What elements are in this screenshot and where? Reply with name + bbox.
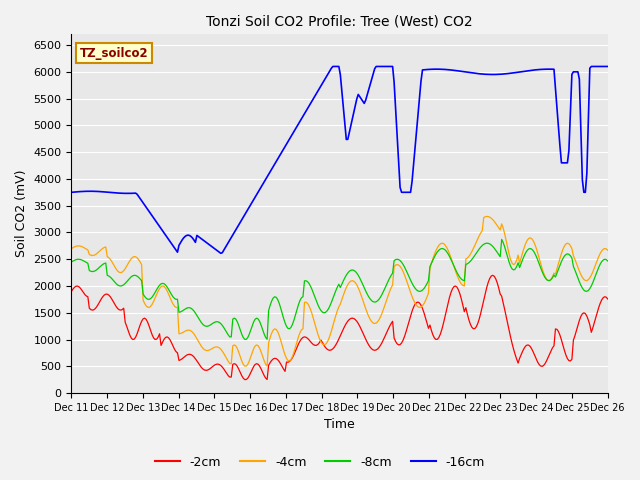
Legend: -2cm, -4cm, -8cm, -16cm: -2cm, -4cm, -8cm, -16cm <box>150 451 490 474</box>
Y-axis label: Soil CO2 (mV): Soil CO2 (mV) <box>15 170 28 257</box>
Title: Tonzi Soil CO2 Profile: Tree (West) CO2: Tonzi Soil CO2 Profile: Tree (West) CO2 <box>206 15 473 29</box>
Text: TZ_soilco2: TZ_soilco2 <box>79 47 148 60</box>
X-axis label: Time: Time <box>324 419 355 432</box>
